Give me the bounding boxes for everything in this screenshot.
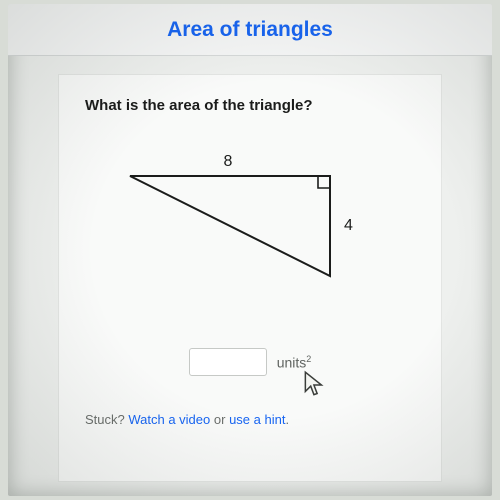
triangle-figure: 8 4 [120, 148, 380, 298]
svg-text:8: 8 [224, 153, 233, 170]
units-text: units [277, 354, 307, 370]
triangle-svg: 8 4 [120, 148, 380, 298]
screen: Area of triangles What is the area of th… [8, 4, 492, 496]
units-exponent: 2 [306, 354, 311, 364]
hint-prefix: Stuck? [85, 412, 128, 427]
hint-row: Stuck? Watch a video or use a hint. [85, 412, 415, 427]
svg-text:4: 4 [344, 217, 353, 234]
hint-middle: or [210, 412, 229, 427]
watch-video-link[interactable]: Watch a video [128, 412, 210, 427]
hint-suffix: . [285, 412, 289, 427]
use-hint-link[interactable]: use a hint [229, 412, 285, 427]
units-label: units2 [277, 354, 312, 371]
question-text: What is the area of the triangle? [85, 97, 415, 114]
header-strip: Area of triangles [8, 4, 492, 56]
answer-input[interactable] [189, 348, 267, 376]
answer-row: units2 [85, 348, 415, 376]
page-title: Area of triangles [167, 18, 333, 42]
exercise-card: What is the area of the triangle? 8 4 un… [58, 74, 442, 482]
